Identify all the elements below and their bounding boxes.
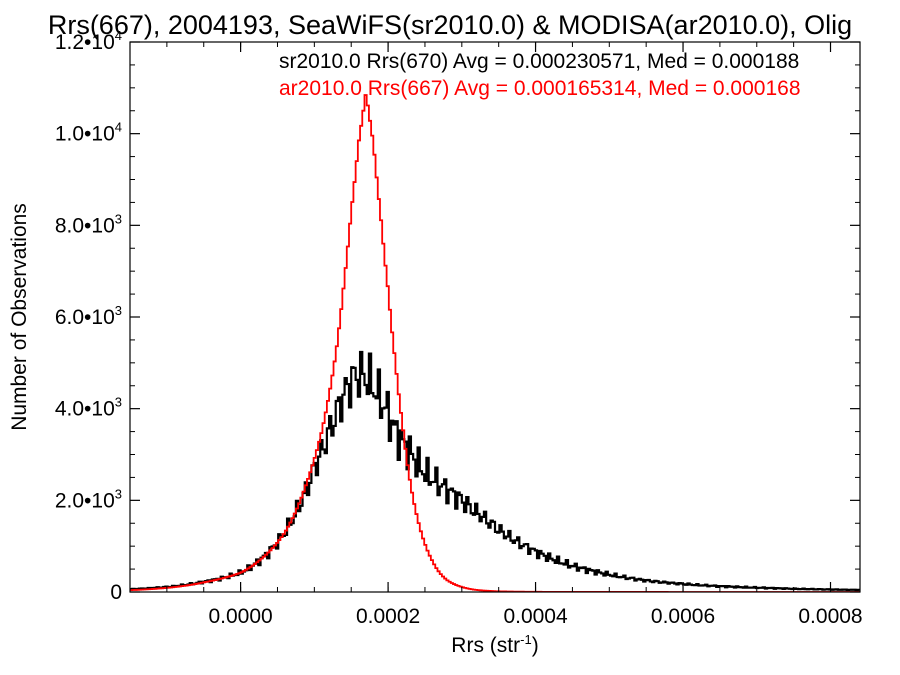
chart-title: Rrs(667), 2004193, SeaWiFS(sr2010.0) & M…	[48, 10, 852, 40]
y-tick-exponent: 4	[115, 28, 122, 43]
y-tick-label: 6.0•103	[55, 303, 122, 329]
y-tick-label: 1.0•104	[55, 120, 122, 146]
y-tick-label: 0	[110, 581, 122, 604]
y-axis: 0 2.0•103 4.0•103 6.0•103 8.0•103 1.0•104 1.2•…	[55, 28, 860, 604]
y-tick-exponent: 3	[115, 395, 122, 410]
y-tick-exponent: 3	[115, 486, 122, 501]
y-tick-exponent: 3	[115, 303, 122, 318]
x-axis-label: Rrs (str-1)	[451, 632, 538, 657]
y-tick-label: 1.2•104	[55, 28, 122, 54]
x-tick-label: 0.0000	[208, 605, 272, 628]
y-tick-label: 2.0•103	[55, 486, 122, 512]
y-axis-label: Number of Observations	[8, 203, 31, 431]
y-tick-exponent: 4	[115, 120, 122, 135]
x-axis: 0.0000 0.0002 0.0004 0.0006 0.0008	[166, 42, 863, 628]
x-tick-label: 0.0002	[356, 605, 420, 628]
y-tick-label: 8.0•103	[55, 211, 122, 237]
legend: sr2010.0 Rrs(670) Avg = 0.000230571, Med…	[279, 50, 801, 100]
x-axis-label-superscript: -1	[520, 632, 532, 647]
x-tick-label: 0.0004	[503, 605, 568, 628]
legend-entry-2: ar2010.0 Rrs(667) Avg = 0.000165314, Med…	[279, 77, 801, 100]
y-tick-exponent: 3	[115, 211, 122, 226]
y-tick-label: 4.0•103	[55, 395, 122, 421]
legend-entry-1: sr2010.0 Rrs(670) Avg = 0.000230571, Med…	[279, 50, 799, 73]
x-tick-label: 0.0006	[651, 605, 715, 628]
x-tick-label: 0.0008	[798, 605, 862, 628]
